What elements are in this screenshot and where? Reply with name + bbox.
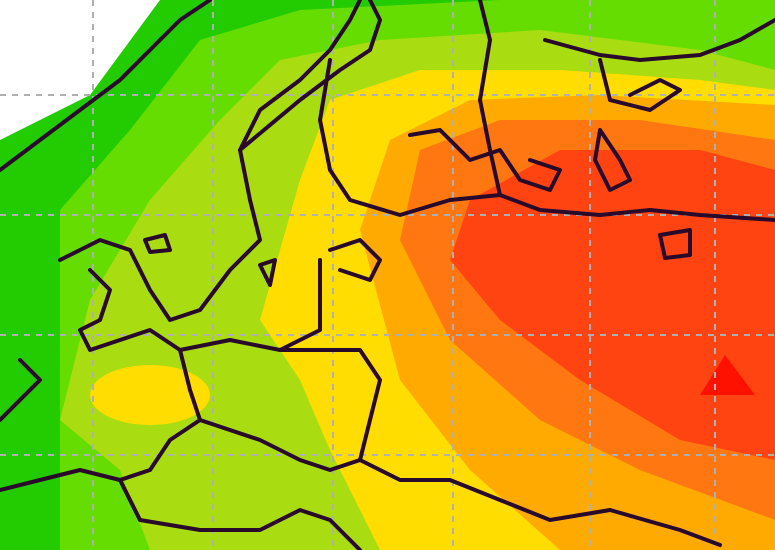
border-poland-germany — [0, 348, 202, 492]
border-russia-north — [543, 18, 775, 112]
field-level-4-west — [90, 365, 210, 425]
lakes-russia — [408, 128, 632, 192]
baltic-states — [278, 238, 612, 522]
coastline-denmark — [0, 268, 182, 422]
border-central-europe — [118, 338, 362, 550]
islands-baltic — [143, 228, 692, 287]
coastline-norway — [0, 0, 212, 172]
coastline-scandinavia-south — [58, 0, 362, 322]
field-level-7 — [450, 150, 775, 460]
coastline-finland — [318, 0, 502, 217]
border-east — [498, 193, 775, 547]
field-level-8 — [700, 355, 755, 395]
border-sweden-finland — [238, 0, 382, 152]
